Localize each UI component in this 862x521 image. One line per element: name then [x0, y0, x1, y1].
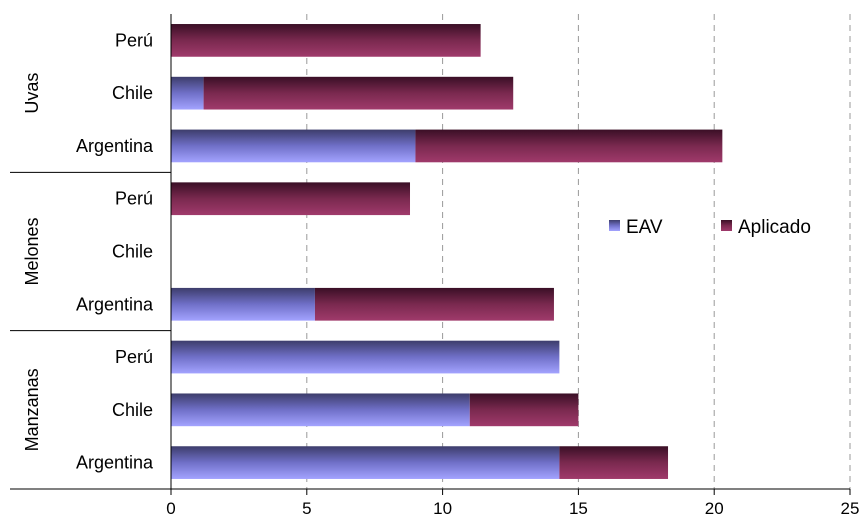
bar-eav — [171, 287, 315, 321]
group-label: Uvas — [22, 73, 42, 114]
x-tick-label: 5 — [302, 499, 311, 518]
legend: EAV Aplicado — [609, 217, 811, 238]
group-label: Melones — [22, 217, 42, 285]
bar-eav — [171, 129, 416, 163]
x-tick-label: 25 — [841, 499, 860, 518]
bar-aplicado — [314, 287, 554, 321]
bar-eav — [171, 446, 560, 479]
legend-swatch-aplicado — [721, 220, 732, 231]
bar-aplicado — [415, 129, 723, 163]
category-label: Chile — [112, 242, 153, 262]
x-tick-label: 10 — [433, 499, 452, 518]
category-label: Perú — [115, 30, 153, 50]
bar-aplicado — [559, 446, 669, 479]
legend-label: Aplicado — [738, 217, 811, 238]
bar-eav — [171, 340, 560, 374]
bar-aplicado — [469, 393, 579, 427]
bar-aplicado — [171, 24, 481, 57]
labels: Perú Chile Argentina Perú Chile Argentina Perú… — [22, 30, 859, 518]
axes — [10, 14, 851, 495]
category-label: Argentina — [76, 453, 154, 473]
x-tick-label: 20 — [705, 499, 724, 518]
bar-eav — [171, 76, 204, 110]
category-label: Perú — [115, 189, 153, 209]
legend-swatch-eav — [609, 220, 620, 231]
legend-label: EAV — [626, 217, 663, 238]
bar-aplicado — [171, 182, 411, 216]
category-label: Perú — [115, 347, 153, 367]
group-label: Manzanas — [22, 368, 42, 451]
category-label: Chile — [112, 400, 153, 420]
category-label: Chile — [112, 83, 153, 103]
x-tick-label: 0 — [166, 499, 175, 518]
bars — [171, 24, 723, 479]
bar-aplicado — [203, 76, 514, 110]
category-label: Argentina — [76, 294, 154, 314]
category-label: Argentina — [76, 136, 154, 156]
bar-eav — [171, 393, 470, 427]
x-tick-label: 15 — [569, 499, 588, 518]
